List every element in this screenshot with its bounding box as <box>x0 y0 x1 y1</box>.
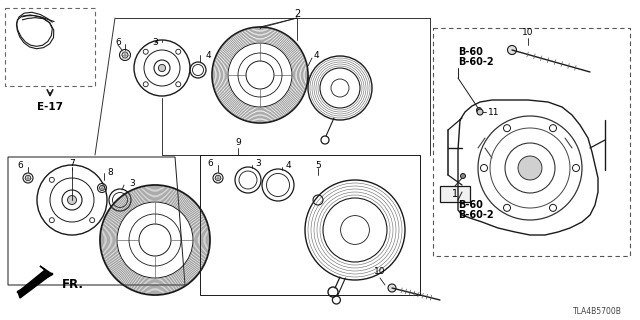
Text: B-60: B-60 <box>458 47 483 57</box>
Text: 1: 1 <box>452 189 458 199</box>
Text: 4: 4 <box>205 51 211 60</box>
Text: 6: 6 <box>207 158 213 167</box>
Text: 9: 9 <box>235 138 241 147</box>
Circle shape <box>25 175 31 181</box>
Text: B-60: B-60 <box>458 200 483 210</box>
Circle shape <box>215 175 221 181</box>
Circle shape <box>159 64 166 72</box>
Circle shape <box>122 52 128 58</box>
Polygon shape <box>18 266 52 298</box>
Text: 3: 3 <box>255 158 261 167</box>
Text: 8: 8 <box>107 167 113 177</box>
Circle shape <box>477 108 481 113</box>
Text: 3: 3 <box>129 179 135 188</box>
Text: B-60-2: B-60-2 <box>458 210 493 220</box>
Circle shape <box>388 284 396 292</box>
Bar <box>433 28 630 256</box>
Text: 3: 3 <box>152 37 158 46</box>
Circle shape <box>100 186 104 190</box>
Bar <box>5 8 95 86</box>
Text: FR.: FR. <box>62 277 84 291</box>
Text: 5: 5 <box>315 161 321 170</box>
Circle shape <box>518 156 542 180</box>
Bar <box>440 186 470 202</box>
Text: 6: 6 <box>17 161 23 170</box>
Text: 4: 4 <box>285 161 291 170</box>
Text: 11: 11 <box>488 108 499 116</box>
Text: 7: 7 <box>69 158 75 167</box>
Text: B-60-2: B-60-2 <box>458 57 493 67</box>
Circle shape <box>461 173 465 179</box>
Circle shape <box>67 196 77 204</box>
Text: 10: 10 <box>522 28 534 36</box>
Text: 6: 6 <box>115 37 121 46</box>
Circle shape <box>477 109 483 115</box>
Text: TLA4B5700B: TLA4B5700B <box>573 308 622 316</box>
Text: 2: 2 <box>294 9 300 19</box>
Circle shape <box>508 45 516 54</box>
Text: E-17: E-17 <box>37 102 63 112</box>
Text: 4: 4 <box>313 51 319 60</box>
Text: 10: 10 <box>374 268 386 276</box>
